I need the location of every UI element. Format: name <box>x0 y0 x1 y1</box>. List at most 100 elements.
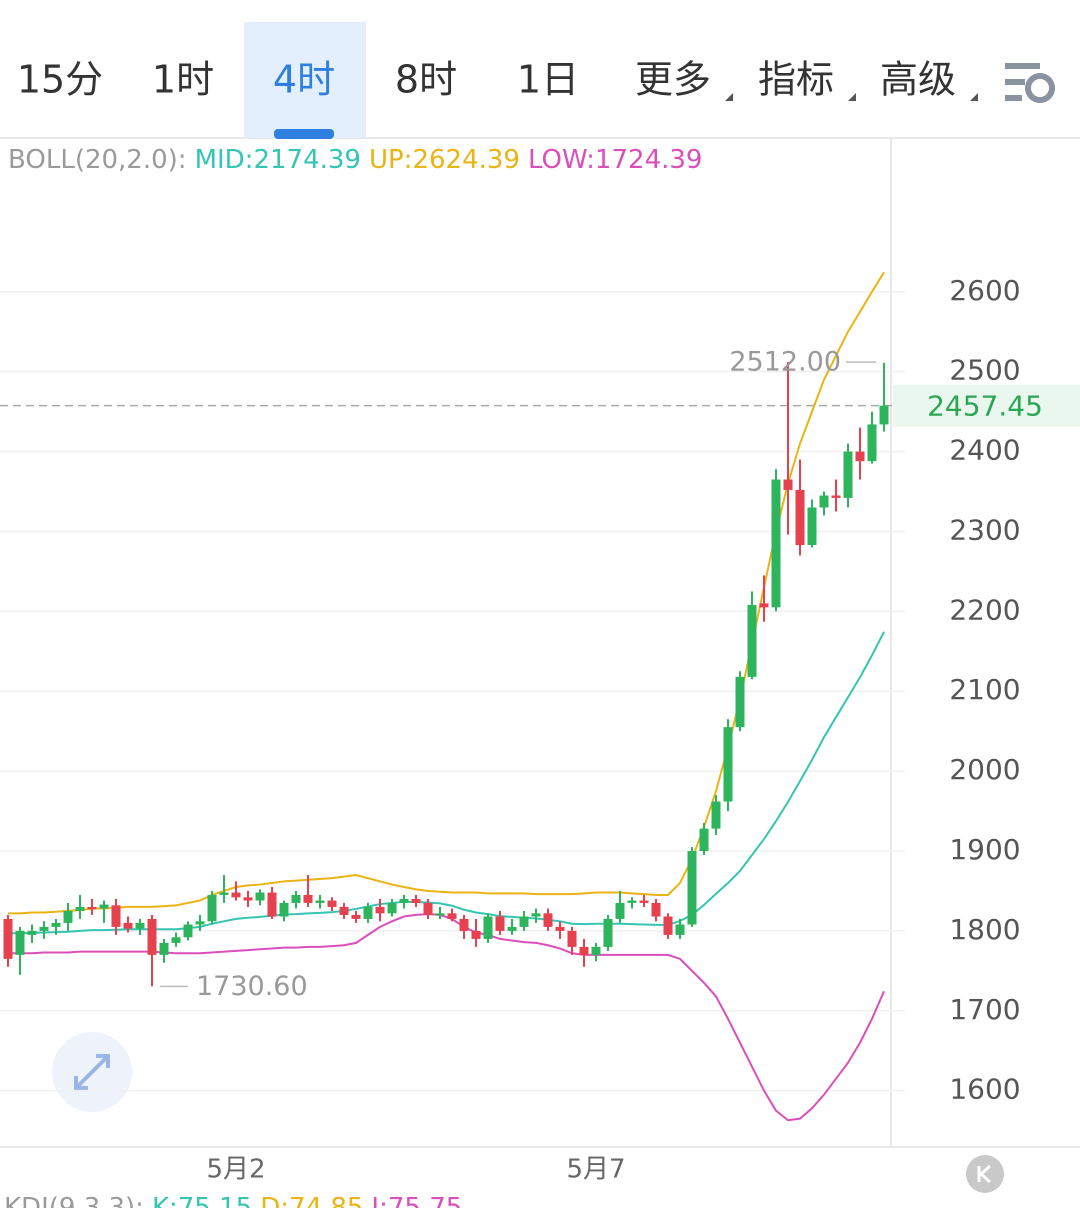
y-tick-label: 2000 <box>949 753 1020 786</box>
candle-body <box>807 507 817 546</box>
candle-body <box>735 676 745 728</box>
y-tick-label: 2300 <box>949 513 1020 546</box>
candle-body <box>159 942 169 955</box>
candle-body <box>675 924 685 935</box>
candle-body <box>339 906 349 915</box>
candle-body <box>471 930 481 939</box>
tab[interactable]: 8时 <box>395 58 457 102</box>
candle-body <box>591 946 601 955</box>
candle-body <box>723 727 733 802</box>
candle-body <box>63 910 73 923</box>
candle-body <box>771 479 781 608</box>
candle-body <box>495 916 505 931</box>
tab[interactable]: 高级 <box>880 58 956 102</box>
sub-indicator-legend: KDJ(9,3,3): K:75.15 D:74.85 J:75.75 <box>4 1193 462 1208</box>
dropdown-caret <box>725 93 733 101</box>
scroll-end-button[interactable] <box>966 1155 1004 1193</box>
candle-body <box>171 937 181 943</box>
tab[interactable]: 指标 <box>758 58 834 102</box>
y-tick-label: 1800 <box>949 913 1020 946</box>
candle-body <box>363 906 373 919</box>
y-tick-label: 2200 <box>949 593 1020 626</box>
tab[interactable]: 1时 <box>152 58 214 102</box>
candle-body <box>459 918 469 931</box>
y-tick-label: 2400 <box>949 434 1020 467</box>
candle-body <box>243 897 253 901</box>
candle-body <box>783 479 793 490</box>
candle-body <box>135 922 145 929</box>
candle-body <box>99 904 109 909</box>
candle-body <box>639 900 649 903</box>
candle-body <box>603 918 613 947</box>
candle-body <box>267 892 277 917</box>
indicator-legend: BOLL(20,2.0): MID:2174.39 UP:2624.39 LOW:17… <box>8 145 702 175</box>
candle-body <box>231 892 241 898</box>
tab[interactable]: 4时 <box>273 58 335 102</box>
candle-body <box>255 892 265 901</box>
y-tick-label: 1900 <box>949 833 1020 866</box>
active-tab-bg <box>244 22 366 138</box>
candle-body <box>123 922 133 929</box>
candle-body <box>75 906 85 911</box>
x-tick-label: 5月7 <box>566 1155 625 1185</box>
candle-body <box>375 906 385 914</box>
indicator-name: BOLL(20,2.0): <box>8 145 187 175</box>
candle-body <box>111 905 121 927</box>
candle-body <box>747 604 757 677</box>
expand-button[interactable] <box>52 1032 132 1112</box>
candle-body <box>147 918 157 955</box>
candle-body <box>27 930 37 935</box>
annotation-label: 2512.00 <box>729 347 841 378</box>
candle-body <box>855 451 865 462</box>
candle-body <box>399 898 409 903</box>
tab[interactable]: 更多 <box>635 58 711 102</box>
candle-body <box>315 900 325 903</box>
candle-body <box>219 892 229 895</box>
candle-body <box>387 902 397 914</box>
candle-body <box>867 424 877 462</box>
sub-indicator-item: D:74.85 <box>260 1193 363 1208</box>
sub-indicator-item: J:75.75 <box>369 1193 462 1208</box>
candle-body <box>303 894 313 903</box>
candle-body <box>651 902 661 917</box>
candle-body <box>531 913 541 917</box>
candle-body <box>423 902 433 915</box>
annotation-label: 1730.60 <box>196 971 308 1002</box>
dropdown-caret <box>970 93 978 101</box>
candle-body <box>15 930 25 955</box>
settings-icon[interactable] <box>1005 63 1055 103</box>
candle-body <box>843 451 853 498</box>
last-price-label: 2457.45 <box>927 390 1043 423</box>
sub-indicator-item: KDJ(9,3,3): <box>4 1193 144 1208</box>
tab[interactable]: 15分 <box>17 58 103 102</box>
tab[interactable]: 1日 <box>517 58 579 102</box>
x-tick-label: 5月2 <box>206 1155 265 1185</box>
candle-body <box>183 924 193 938</box>
candle-body <box>687 851 697 925</box>
candle-body <box>351 914 361 919</box>
candle-body <box>879 405 889 425</box>
candle-body <box>795 489 805 546</box>
candle-body <box>555 926 565 931</box>
candle-body <box>699 828 709 852</box>
y-tick-label: 1700 <box>949 993 1020 1026</box>
candle-body <box>579 946 589 955</box>
candle-body <box>327 900 337 907</box>
candle-body <box>759 603 769 608</box>
legend-entry: LOW:1724.39 <box>528 145 702 175</box>
candle-body <box>87 906 97 910</box>
candle-body <box>711 801 721 829</box>
candle-body <box>291 894 301 903</box>
candle-body <box>819 495 829 508</box>
sub-indicator-item: K:75.15 <box>152 1193 252 1208</box>
candle-body <box>279 902 289 917</box>
dropdown-caret <box>848 93 856 101</box>
candle-body <box>483 916 493 939</box>
candle-body <box>51 922 61 927</box>
candle-body <box>663 916 673 935</box>
candle-body <box>507 926 517 931</box>
legend-entry: UP:2624.39 <box>369 145 520 175</box>
candle-body <box>39 926 49 931</box>
